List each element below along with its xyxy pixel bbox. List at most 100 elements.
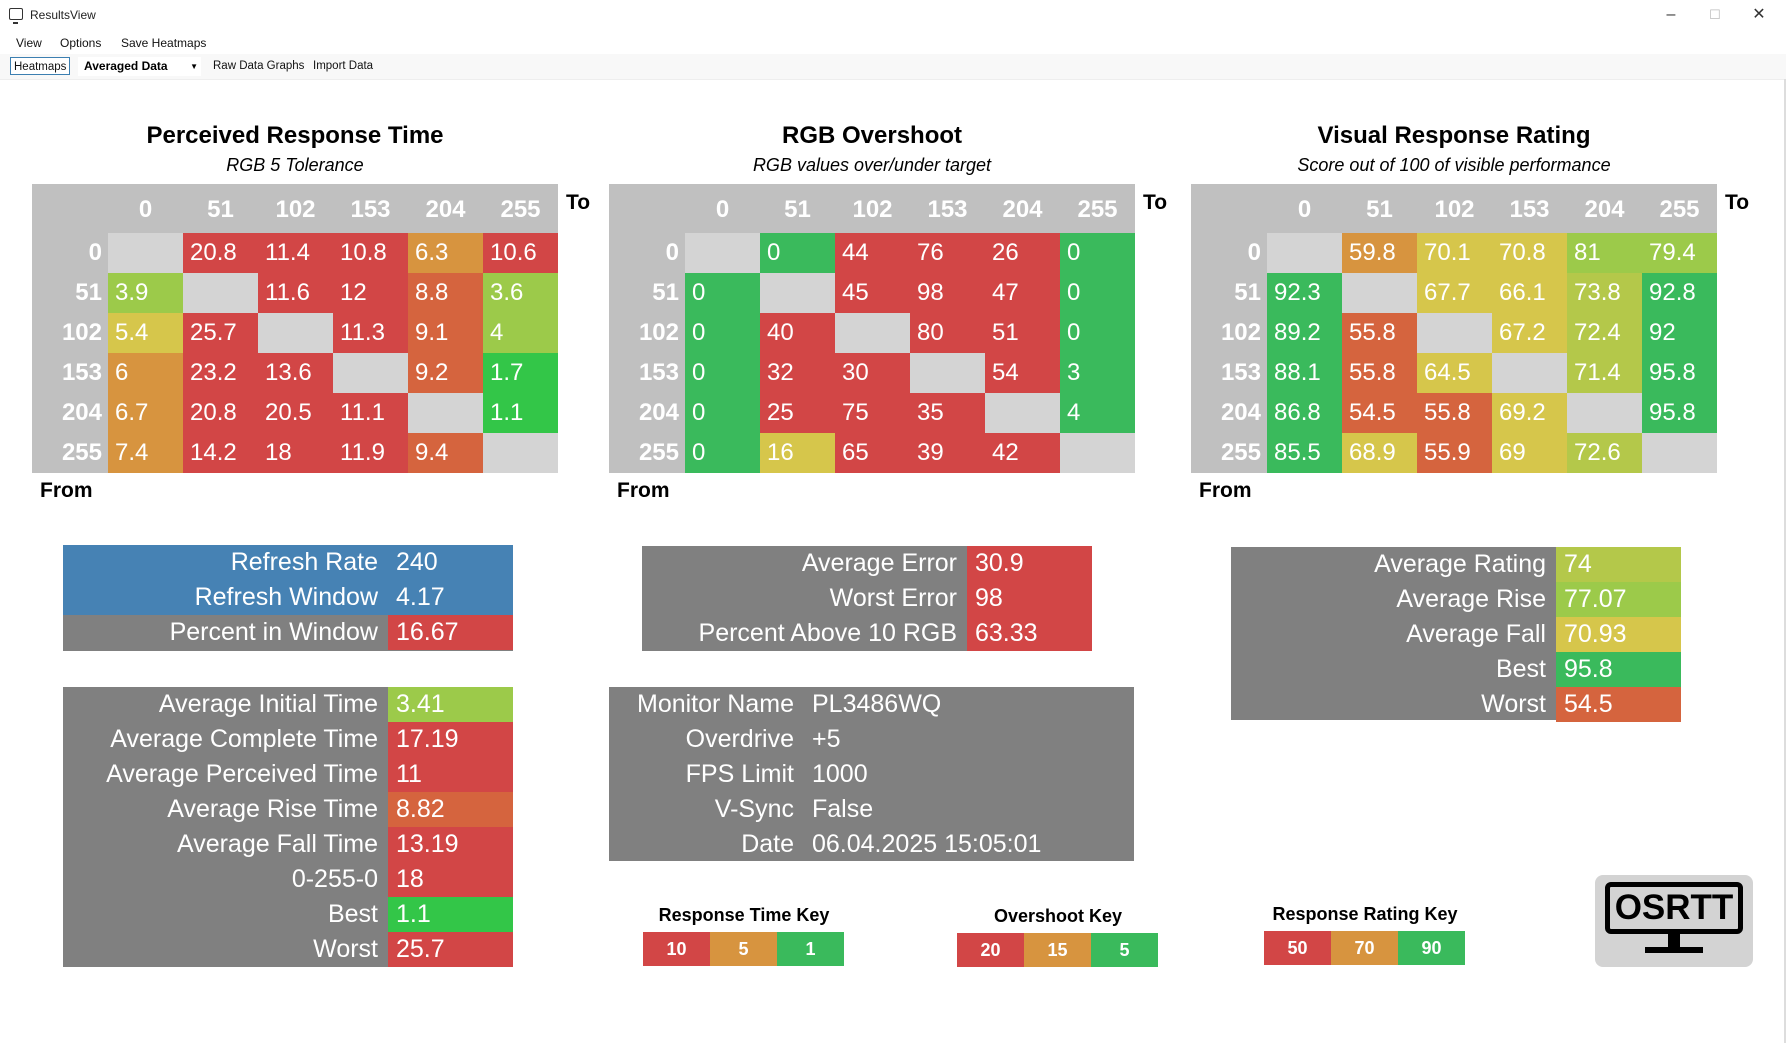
heatmap-cell: 81 — [1567, 233, 1642, 273]
import-data-button[interactable]: Import Data — [313, 60, 374, 72]
heatmap-cell: 92 — [1642, 313, 1717, 353]
heatmap-cell: 1.7 — [483, 353, 558, 393]
heatmap-cell: 11.4 — [258, 233, 333, 273]
heatmap-cell: 6.3 — [408, 233, 483, 273]
heatmap-cell: 39 — [910, 433, 985, 473]
stat-label: 0-255-0 — [291, 865, 378, 893]
heatmap-cell: 9.1 — [408, 313, 483, 353]
menu-options[interactable]: Options — [60, 36, 102, 50]
heatmap-cell: 20.5 — [258, 393, 333, 433]
stat-value: 98 — [967, 581, 1092, 616]
heatmap-cell: 6 — [108, 353, 183, 393]
heatmap-cell-empty — [1342, 273, 1417, 313]
heatmap-cell-empty — [1060, 433, 1135, 473]
heatmap-cell: 3.9 — [108, 273, 183, 313]
from-label: From — [1199, 479, 1252, 502]
logo-text: OSRTT — [1605, 882, 1743, 934]
stat-value: 70.93 — [1556, 617, 1681, 652]
heatmap-cell: 95.8 — [1642, 393, 1717, 433]
stat-value: 77.07 — [1556, 582, 1681, 617]
stat-value: 1.1 — [388, 897, 513, 932]
stat-value: 54.5 — [1556, 687, 1681, 722]
heatmap-cell: 16 — [760, 433, 835, 473]
heatmap-row-header: 102 — [638, 319, 679, 346]
to-label: To — [1725, 191, 1750, 214]
heatmap-cell: 25.7 — [183, 313, 258, 353]
stat-label: Percent Above 10 RGB — [698, 619, 957, 647]
stat-label: Average Rating — [1374, 550, 1546, 578]
heatmap-cell: 55.9 — [1417, 433, 1492, 473]
stat-label: Average Complete Time — [110, 725, 378, 753]
stat-label: Refresh Rate — [63, 545, 388, 580]
heatmap-cell: 67.2 — [1492, 313, 1567, 353]
heatmap-cell-empty — [333, 353, 408, 393]
stat-row: Worst 25.7 — [63, 932, 513, 967]
close-button[interactable]: ✕ — [1752, 6, 1766, 23]
stat-row: Best 1.1 — [63, 897, 513, 932]
stat-value: 17.19 — [388, 722, 513, 757]
stat-row: V-Sync False — [609, 792, 1134, 827]
heatmap-cell: 75 — [835, 393, 910, 433]
heatmap-cell: 47 — [985, 273, 1060, 313]
minimize-button[interactable]: – — [1666, 6, 1676, 23]
stat-value: 1000 — [812, 760, 868, 788]
stat-value: 74 — [1556, 547, 1681, 582]
heatmap-cell-empty — [183, 273, 258, 313]
heatmap-row-header: 102 — [1220, 319, 1261, 346]
heatmap-column-header: 153 — [927, 196, 968, 223]
heatmap-cell: 0 — [1060, 273, 1135, 313]
heatmap-cell: 69.2 — [1492, 393, 1567, 433]
stat-value: +5 — [812, 725, 841, 753]
key-title: Response Rating Key — [1272, 904, 1458, 924]
heatmaps-button[interactable]: Heatmaps — [10, 57, 71, 75]
heatmap-cell: 7.4 — [108, 433, 183, 473]
heatmap-row-header: 0 — [665, 239, 679, 266]
stat-label: Best — [1495, 655, 1546, 683]
heatmap-cell: 25 — [760, 393, 835, 433]
stat-label: Date — [741, 830, 794, 858]
heatmap-cell: 10.6 — [483, 233, 558, 273]
heatmap-row-header: 255 — [638, 439, 679, 466]
heatmap-cell: 0 — [685, 433, 760, 473]
heatmap-cell: 95.8 — [1642, 353, 1717, 393]
stat-label: Best — [327, 900, 378, 928]
stat-row: Percent Above 10 RGB 63.33 — [642, 616, 1092, 651]
heatmap-cell: 11.3 — [333, 313, 408, 353]
heatmap-row-header: 204 — [1220, 399, 1261, 426]
heatmap-cell-empty — [258, 313, 333, 353]
heatmap-cell: 65 — [835, 433, 910, 473]
heatmap-subtitle: RGB values over/under target — [752, 155, 992, 175]
heatmap-cell-empty — [483, 433, 558, 473]
osrtt-logo: OSRTT — [1595, 875, 1753, 967]
stat-value: 13.19 — [388, 827, 513, 862]
heatmap-cell: 0 — [685, 353, 760, 393]
menu-save-heatmaps[interactable]: Save Heatmaps — [121, 36, 207, 50]
heatmap-cell: 86.8 — [1267, 393, 1342, 433]
heatmap-title: Perceived Response Time — [146, 122, 444, 149]
heatmap-row-header: 204 — [638, 399, 679, 426]
stat-value: 240 — [388, 545, 513, 580]
heatmap-cell-empty — [910, 353, 985, 393]
heatmap-cell-empty — [985, 393, 1060, 433]
heatmap-subtitle: Score out of 100 of visible performance — [1297, 155, 1611, 175]
heatmap-cell: 26 — [985, 233, 1060, 273]
heatmap-cell: 6.7 — [108, 393, 183, 433]
stat-label: Refresh Window — [63, 580, 388, 615]
maximize-button[interactable]: ☐ — [1709, 7, 1721, 22]
raw-data-graphs-button[interactable]: Raw Data Graphs — [213, 60, 305, 72]
data-mode-dropdown[interactable]: Averaged Data ▼ — [78, 57, 201, 76]
rating-stats-panel: Average Rating 74 Average Rise 77.07 Average… — [1231, 547, 1681, 722]
heatmap-row-header: 255 — [1220, 439, 1261, 466]
menu-view[interactable]: View — [16, 36, 42, 50]
heatmap-cell: 66.1 — [1492, 273, 1567, 313]
to-label: To — [566, 191, 591, 214]
stat-label: Average Initial Time — [158, 690, 378, 718]
to-label: To — [1143, 191, 1168, 214]
heatmap-cell: 4 — [483, 313, 558, 353]
stat-value: 16.67 — [388, 615, 513, 650]
heatmap-cell: 55.8 — [1342, 313, 1417, 353]
heatmap-cell: 11.1 — [333, 393, 408, 433]
heatmap-cell: 69 — [1492, 433, 1567, 473]
stat-value: PL3486WQ — [812, 690, 942, 718]
heatmap-cell: 64.5 — [1417, 353, 1492, 393]
